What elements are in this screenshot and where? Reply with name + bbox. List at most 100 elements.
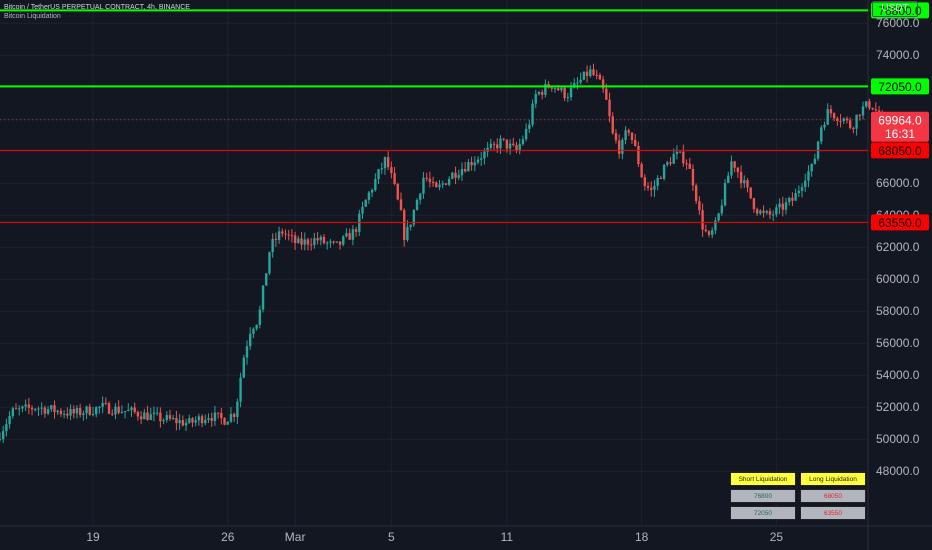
- candle-body: [252, 328, 255, 334]
- candle-body: [149, 414, 152, 420]
- candle-body: [836, 118, 839, 121]
- candle-body: [111, 413, 114, 415]
- candle-body: [377, 169, 380, 180]
- y-tick-label: 60000.0: [876, 272, 920, 286]
- candle-body: [855, 114, 858, 129]
- time-axis: 19 26 Mar 5 11 18 25: [86, 530, 783, 544]
- candle-body: [207, 418, 210, 420]
- candle-body: [69, 409, 72, 416]
- y-tick-label: 48000.0: [876, 464, 920, 478]
- candle-body: [239, 377, 242, 402]
- candle-body: [848, 120, 852, 129]
- candle-body: [820, 127, 823, 142]
- candle-body: [11, 408, 14, 417]
- candle-body: [524, 128, 528, 140]
- candle-body: [220, 413, 223, 419]
- candle-body: [162, 420, 165, 422]
- candle-body: [643, 177, 647, 186]
- candle-body: [832, 113, 836, 119]
- candle-body: [441, 183, 444, 185]
- last-price-label: 69964.0: [878, 113, 922, 127]
- y-tick-label: 74000.0: [876, 48, 920, 62]
- candle-body: [367, 192, 371, 200]
- candle-body: [293, 235, 297, 244]
- candle-body: [184, 422, 188, 426]
- candle-body: [598, 75, 602, 80]
- candle-body: [451, 172, 454, 179]
- candle-body: [621, 139, 624, 154]
- candle-body: [489, 143, 493, 148]
- candle-body: [691, 168, 695, 186]
- candle-body: [309, 244, 313, 246]
- candle-body: [765, 211, 768, 213]
- candle-body: [492, 143, 496, 145]
- long-liquidation-value: 68050: [800, 489, 866, 503]
- candle-body: [123, 411, 127, 413]
- candle-body: [611, 116, 614, 134]
- candle-body: [505, 139, 509, 149]
- candle-body: [563, 87, 566, 99]
- candle-body: [18, 408, 21, 410]
- candle-body: [788, 197, 791, 203]
- candle-body: [53, 405, 56, 413]
- short-level-badge: [871, 78, 929, 95]
- candle-body: [566, 97, 570, 99]
- candle-body: [515, 145, 518, 151]
- candle-body: [528, 124, 531, 129]
- candle-body: [800, 187, 804, 191]
- candle-body: [268, 252, 271, 274]
- candle-body: [589, 69, 592, 77]
- candle-body: [5, 424, 8, 432]
- level-price-label: 72050.0: [878, 80, 922, 94]
- candle-body: [807, 171, 810, 181]
- candle-body: [66, 413, 69, 416]
- candles: [0, 63, 884, 443]
- candle-body: [473, 162, 476, 166]
- candle-body: [646, 185, 650, 188]
- candle-body: [810, 163, 813, 172]
- y-tick-label: 54000.0: [876, 368, 920, 382]
- candle-body: [338, 241, 342, 245]
- candle-body: [659, 177, 663, 179]
- candle-body: [34, 409, 37, 411]
- candle-body: [281, 231, 284, 234]
- long-level-badge: [871, 214, 929, 231]
- candle-body: [540, 92, 544, 95]
- candle-body: [534, 94, 537, 104]
- candle-body: [91, 414, 95, 416]
- x-tick-label: 25: [770, 530, 784, 544]
- candle-body: [608, 99, 611, 117]
- candle-body: [723, 182, 727, 206]
- candle-body: [345, 233, 348, 237]
- currency-button[interactable]: USDT: [872, 1, 918, 17]
- candle-body: [694, 185, 698, 202]
- candle-body: [386, 157, 390, 168]
- candle-body: [213, 412, 217, 421]
- candle-body: [249, 333, 252, 347]
- last-price-badge: [871, 111, 929, 142]
- candle-body: [486, 147, 489, 152]
- indicator-label[interactable]: Bitcoin Liquidation: [4, 13, 61, 20]
- candle-body: [342, 236, 345, 245]
- candle-body: [351, 229, 355, 240]
- candle-body: [521, 139, 525, 145]
- candle-body: [759, 210, 762, 214]
- candle-body: [460, 169, 464, 176]
- candle-body: [438, 184, 441, 188]
- short-liquidation-header: Short Liquidation: [730, 472, 796, 486]
- candle-body: [175, 418, 178, 424]
- candle-body: [553, 88, 557, 90]
- candle-body: [720, 205, 724, 214]
- candle-body: [630, 132, 634, 140]
- candle-body: [736, 167, 740, 172]
- candle-body: [858, 114, 861, 116]
- candle-body: [701, 210, 704, 230]
- candle-body: [200, 416, 204, 424]
- candle-body: [354, 229, 358, 232]
- candle-body: [775, 207, 778, 215]
- candle-body: [46, 409, 50, 414]
- candle-body: [675, 151, 679, 154]
- candle-body: [518, 144, 521, 151]
- candle-body: [512, 143, 515, 146]
